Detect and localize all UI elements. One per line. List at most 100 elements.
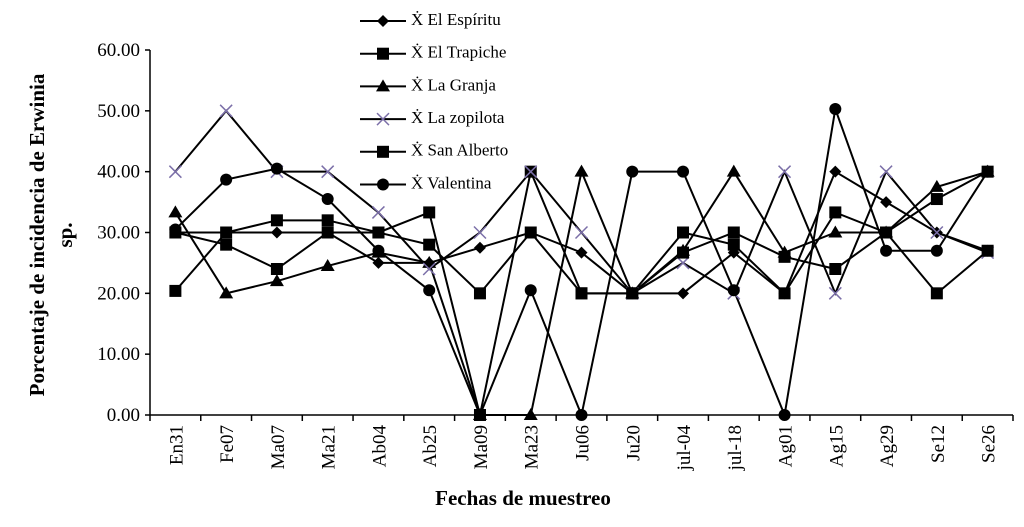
marker (828, 225, 843, 238)
marker (377, 15, 389, 27)
y-axis-label: sp. (53, 222, 77, 247)
marker (270, 214, 283, 227)
marker (880, 244, 893, 257)
x-tick-label: Ma09 (471, 425, 492, 469)
marker (377, 47, 389, 60)
marker (880, 196, 893, 209)
marker (377, 145, 389, 158)
marker (930, 244, 943, 257)
marker (219, 104, 233, 118)
x-tick-label: Ab25 (420, 425, 441, 467)
marker (168, 165, 182, 179)
marker (321, 165, 335, 179)
marker (270, 263, 283, 275)
marker (473, 225, 487, 240)
x-tick-label: Ma23 (522, 425, 543, 469)
x-tick-label: jul-18 (725, 425, 746, 471)
x-tick-label: Se26 (979, 425, 1000, 463)
marker (726, 164, 741, 177)
marker (169, 284, 182, 297)
marker (523, 408, 538, 420)
y-tick-label: 20.00 (97, 283, 140, 304)
legend-label: Ẋ La Granja (411, 75, 496, 94)
marker (473, 409, 486, 421)
marker (828, 286, 842, 300)
x-tick-label: Ju20 (623, 425, 644, 461)
marker (727, 238, 740, 251)
marker (270, 162, 283, 175)
marker (574, 225, 589, 240)
legend-label: Ẋ Valentina (411, 173, 492, 192)
y-tick-label: 30.00 (97, 223, 140, 244)
marker (677, 226, 690, 239)
x-tick-label: Ma21 (319, 425, 340, 469)
marker (423, 284, 436, 297)
marker (829, 263, 842, 275)
marker (727, 226, 740, 239)
marker (423, 238, 436, 251)
series-line (174, 105, 989, 419)
x-tick-label: Ag29 (877, 425, 898, 467)
marker (575, 246, 588, 259)
marker (677, 165, 690, 178)
marker (220, 226, 233, 239)
marker (677, 246, 690, 259)
marker (270, 226, 283, 239)
marker (524, 284, 537, 297)
marker (880, 226, 893, 239)
marker (829, 206, 842, 219)
marker (727, 284, 740, 297)
marker (269, 274, 284, 287)
legend-label: Ẋ San Alberto (411, 141, 508, 160)
marker (677, 287, 690, 300)
marker (829, 165, 842, 178)
marker (372, 226, 385, 239)
marker (377, 178, 389, 191)
marker (574, 164, 589, 177)
x-tick-label: En31 (166, 425, 187, 465)
marker (778, 287, 791, 300)
marker (220, 238, 233, 251)
legend-label: Ẋ La zopilota (411, 108, 505, 127)
marker (168, 205, 183, 218)
marker (376, 112, 390, 126)
marker (626, 165, 639, 178)
marker (372, 244, 385, 257)
marker (423, 206, 436, 219)
marker (219, 286, 234, 299)
x-tick-label: Ag15 (826, 425, 847, 467)
series-line (175, 230, 989, 295)
marker (778, 409, 791, 421)
marker (220, 173, 233, 186)
marker (829, 103, 842, 116)
x-tick-label: jul-04 (674, 425, 695, 472)
marker (778, 250, 791, 263)
y-axis-label: Porcentaje de incidencia de Erwinia (25, 73, 49, 396)
marker (575, 287, 588, 300)
y-tick-label: 50.00 (97, 101, 140, 122)
marker (524, 226, 537, 239)
x-tick-label: Se12 (928, 425, 949, 463)
x-tick-label: Ma07 (268, 425, 289, 469)
marker (676, 256, 690, 270)
marker (930, 287, 943, 300)
y-tick-label: 60.00 (97, 40, 140, 61)
marker (930, 225, 944, 240)
marker (778, 165, 792, 179)
marker (473, 287, 486, 300)
marker (321, 226, 334, 239)
marker (575, 409, 588, 421)
marker (321, 193, 334, 206)
marker (626, 287, 639, 300)
legend-label: Ẋ El Espíritu (411, 10, 501, 29)
y-tick-label: 10.00 (97, 344, 140, 365)
marker (169, 223, 182, 236)
x-tick-label: Ju06 (573, 425, 594, 461)
series-line (174, 109, 988, 296)
marker (372, 256, 385, 269)
legend-label: Ẋ El Trapiche (411, 43, 506, 62)
marker (930, 193, 943, 206)
marker (473, 241, 486, 254)
y-tick-label: 40.00 (97, 162, 140, 183)
